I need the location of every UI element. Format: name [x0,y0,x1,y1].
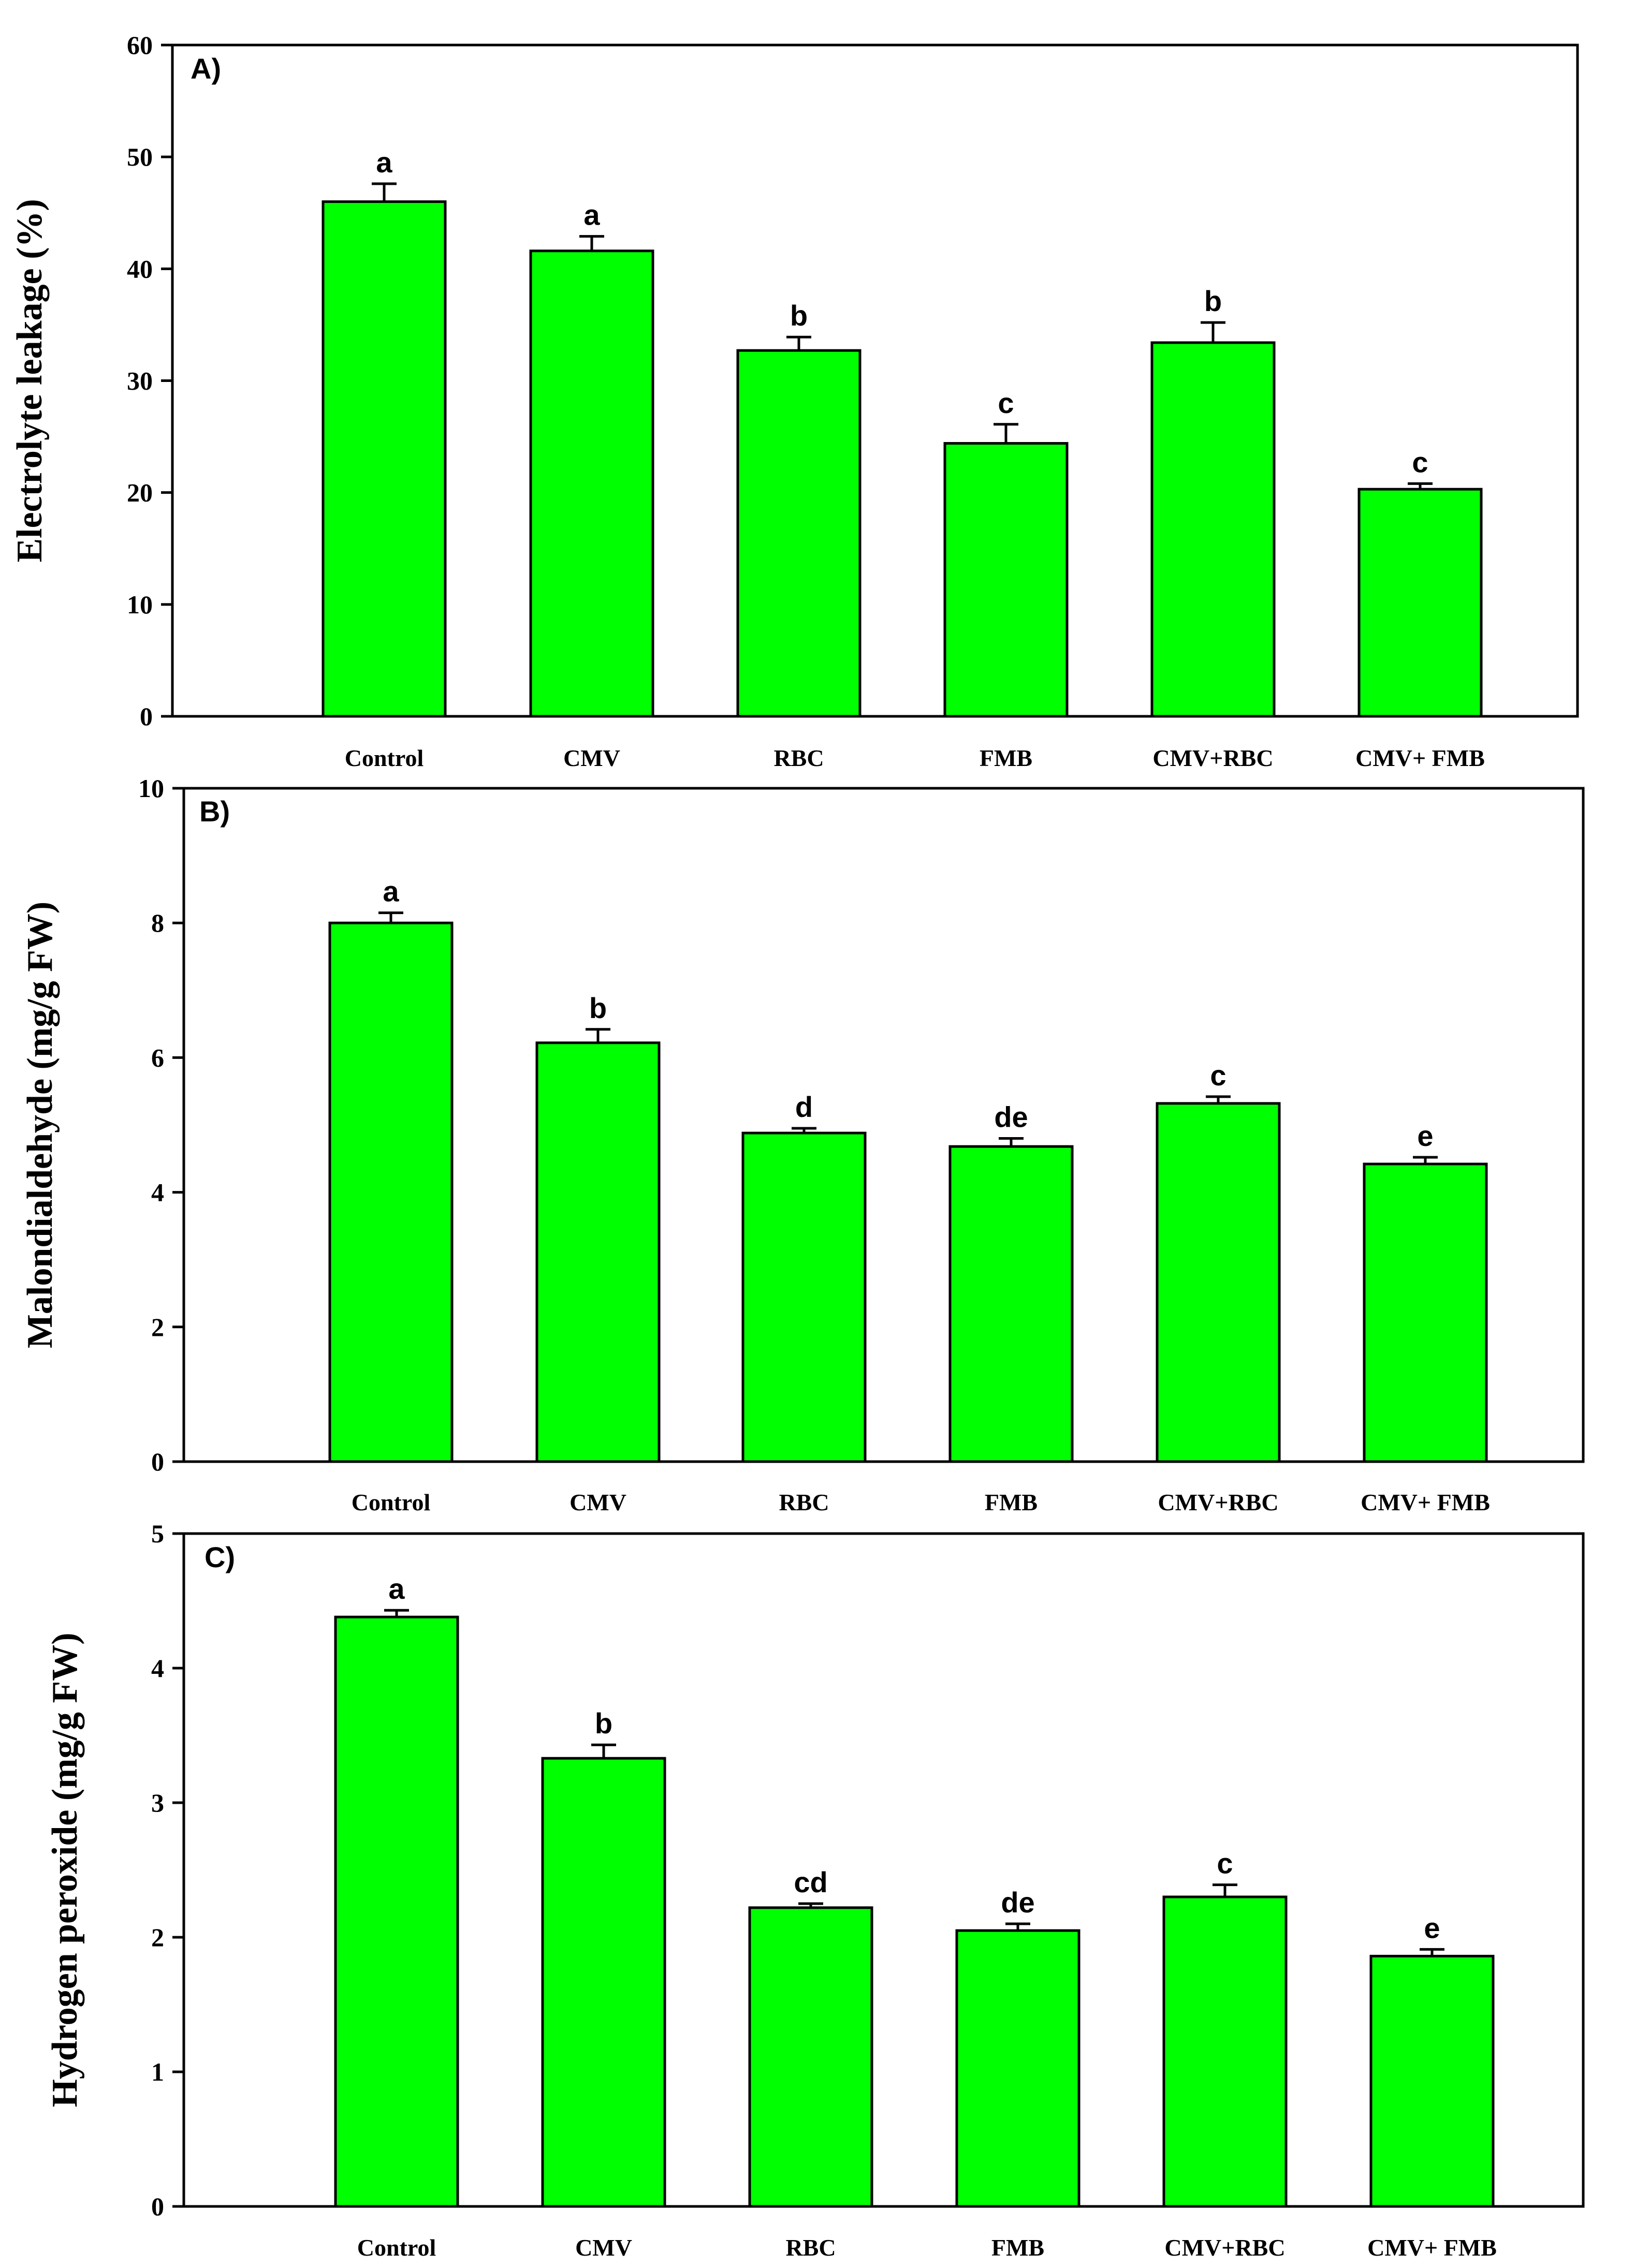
bar [328,921,454,1463]
category-label: Control [352,1489,431,1515]
significance-label: e [1424,1911,1440,1944]
bar [1357,488,1483,718]
y-tick-label: 8 [151,908,164,937]
y-tick-label: 0 [151,1447,164,1476]
chart-panel-1: 0 10 20 30 40 50 60 a Control a CMV b RBC c FMB b CMV+RB… [10,31,1579,771]
y-tick-label: 4 [151,1654,164,1683]
y-tick-label: 3 [151,1788,164,1817]
category-label: Control [345,745,424,771]
significance-label: de [994,1101,1028,1133]
bar [948,1145,1074,1463]
significance-label: c [1210,1059,1226,1092]
chart-panel-2: 0 2 4 6 8 10 a Control b CMV d RBC de FMB c CMV+RBC e CMV… [20,774,1585,1515]
bar [1369,1954,1495,2208]
bar [1150,341,1276,718]
significance-label: a [583,199,600,231]
significance-label: d [795,1091,813,1123]
y-tick-label: 20 [127,478,153,507]
plot-frame [182,1532,1585,2208]
category-label: CMV+ FMB [1367,2234,1497,2261]
bar [1162,1895,1288,2208]
category-label: RBC [785,2234,836,2261]
y-tick-label: 2 [151,1313,164,1342]
significance-label: b [589,992,607,1024]
significance-label: a [376,146,392,179]
significance-label: b [595,1707,612,1740]
bar [529,249,654,718]
category-label: CMV+RBC [1164,2234,1285,2261]
bar [322,200,447,718]
y-tick-label: 60 [127,31,153,60]
bar [334,1615,459,2208]
significance-label: b [1204,285,1222,317]
category-label: CMV+RBC [1152,745,1273,771]
category-label: CMV+RBC [1158,1489,1278,1515]
significance-label: de [1001,1886,1034,1919]
category-label: CMV [563,745,620,771]
y-tick-label: 0 [140,702,153,731]
y-tick-label: 5 [151,1519,164,1548]
panel-label: C) [205,1541,235,1573]
bar [1156,1102,1281,1463]
plot-frame [182,787,1585,1463]
category-label: FMB [985,1489,1038,1515]
significance-label: b [790,299,808,332]
significance-label: c [1412,446,1428,478]
significance-label: a [388,1572,405,1605]
y-tick-label: 0 [151,2192,164,2221]
significance-label: c [1217,1847,1233,1880]
panel-label: A) [191,52,221,85]
category-label: FMB [991,2234,1044,2261]
bar [736,349,861,718]
y-axis-title: Hydrogen peroxide (mg/g FW) [45,1632,85,2107]
y-tick-label: 6 [151,1043,164,1072]
chart-panel-3: 0 1 2 3 4 5 a Control b CMV cd RBC de FMB c CMV+RBC e CMV… [45,1519,1585,2261]
significance-label: cd [794,1866,827,1898]
significance-label: e [1417,1120,1433,1152]
category-label: CMV+ FMB [1361,1489,1490,1515]
y-tick-label: 10 [138,774,164,803]
significance-label: c [998,387,1014,419]
bar [943,442,1069,718]
significance-label: a [383,875,399,908]
bar [741,1131,867,1463]
y-tick-label: 4 [151,1178,164,1207]
y-axis-title: Malondialdehyde (mg/g FW) [20,902,60,1348]
category-label: FMB [980,745,1032,771]
category-label: RBC [773,745,824,771]
y-tick-label: 50 [127,142,153,171]
y-axis-title: Electrolyte leakage (%) [10,199,50,562]
category-label: CMV [570,1489,626,1515]
category-label: RBC [779,1489,829,1515]
y-tick-label: 40 [127,254,153,283]
y-tick-label: 2 [151,1923,164,1952]
bar [535,1041,661,1463]
category-label: Control [357,2234,436,2261]
y-tick-label: 1 [151,2057,164,2086]
bar [748,1906,873,2208]
y-tick-label: 10 [127,590,153,619]
bar [541,1757,666,2208]
y-tick-label: 30 [127,366,153,395]
bar [955,1929,1080,2208]
category-label: CMV+ FMB [1355,745,1485,771]
bar [1363,1162,1488,1463]
panel-label: B) [199,795,230,828]
category-label: CMV [575,2234,632,2261]
